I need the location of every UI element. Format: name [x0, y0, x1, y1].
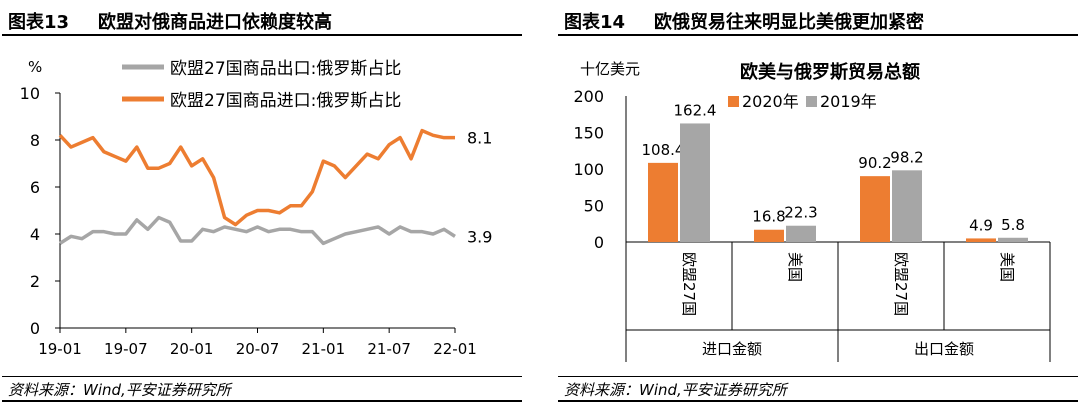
- bar-1-2: [754, 229, 784, 242]
- series-end-label-1: 3.9: [467, 227, 492, 246]
- legend-swatch-2: [806, 96, 817, 107]
- x-tick-label: 19-07: [104, 340, 148, 358]
- y-tick-label: 0: [30, 319, 40, 338]
- figure-13-source: 资料来源：Wind,平安证券研究所: [2, 376, 522, 402]
- data-label: 108.4: [642, 141, 685, 159]
- category-label: 美国: [786, 252, 804, 282]
- category-label: 欧盟27国: [680, 252, 698, 316]
- y-tick-label: 50: [584, 197, 604, 216]
- data-label: 5.8: [1001, 216, 1025, 234]
- data-label: 98.2: [890, 148, 923, 166]
- y-unit-label: %: [28, 58, 42, 76]
- y-tick-label: 6: [30, 178, 40, 197]
- series-end-label-2: 8.1: [467, 129, 492, 148]
- figure-14-number: 图表14: [564, 12, 626, 33]
- y-tick-label: 200: [573, 87, 604, 106]
- data-label: 16.8: [752, 208, 785, 226]
- x-tick-label: 20-01: [170, 340, 214, 358]
- category-label: 美国: [998, 252, 1016, 282]
- x-tick-label: 21-07: [367, 340, 411, 358]
- group-label: 出口金额: [914, 340, 974, 358]
- category-label: 欧盟27国: [892, 252, 910, 316]
- data-label: 22.3: [784, 204, 817, 222]
- figure-14-title: 欧俄贸易往来明显比美俄更加紧密: [654, 12, 924, 33]
- series-line-1: [59, 215, 456, 246]
- figure-13-header: 图表13 欧盟对俄商品进口依赖度较高: [2, 4, 522, 36]
- line-chart: % 0 2 4 6 8 10 19-01 19-07 20-01 20-07 21-01 21-07 22…: [20, 58, 493, 358]
- figure-13: 图表13 欧盟对俄商品进口依赖度较高 % 0 2 4 6 8 10 19-01 19-07 20-…: [2, 0, 522, 411]
- y-tick-label: 0: [594, 233, 604, 252]
- figure-13-number: 图表13: [8, 12, 70, 33]
- figure-14-source: 资料来源：Wind,平安证券研究所: [558, 376, 1078, 402]
- x-tick-label: 20-07: [236, 340, 280, 358]
- bar-2-2: [786, 225, 816, 242]
- x-tick-label: 19-01: [38, 340, 82, 358]
- data-label: 90.2: [858, 154, 891, 172]
- bar-1-4: [966, 238, 996, 242]
- legend-label-2: 2019年: [820, 92, 877, 111]
- y-tick-label: 150: [573, 124, 604, 143]
- bar-2-3: [892, 170, 922, 242]
- y-tick-label: 8: [30, 131, 40, 150]
- bar-2-4: [998, 237, 1028, 242]
- figure-14: 图表14 欧俄贸易往来明显比美俄更加紧密 十亿美元 欧美与俄罗斯贸易总额 0 50 10…: [558, 0, 1078, 411]
- data-label: 4.9: [969, 216, 993, 234]
- y-tick-label: 2: [30, 272, 40, 291]
- x-tick-label: 22-01: [433, 340, 477, 358]
- bar-2-1: [680, 123, 710, 242]
- series-line-2: [58, 128, 455, 227]
- x-tick-label: 21-01: [302, 340, 346, 358]
- legend-label-1: 欧盟27国商品出口:俄罗斯占比: [170, 59, 401, 79]
- y-unit-label: 十亿美元: [580, 60, 640, 78]
- group-label: 进口金额: [702, 340, 762, 358]
- legend-swatch-1: [728, 96, 739, 107]
- figure-14-header: 图表14 欧俄贸易往来明显比美俄更加紧密: [558, 4, 1078, 36]
- bar-1-1: [648, 162, 678, 242]
- legend-label-2: 欧盟27国商品进口:俄罗斯占比: [170, 91, 401, 111]
- figure-13-title: 欧盟对俄商品进口依赖度较高: [98, 12, 332, 33]
- y-tick-label: 4: [30, 225, 40, 244]
- y-tick-label: 100: [573, 160, 604, 179]
- bar-1-3: [860, 176, 890, 242]
- y-tick-label: 10: [20, 84, 40, 103]
- bar-chart: 十亿美元 欧美与俄罗斯贸易总额 0 50 100 150 200 108.4 16.8 90.2 4…: [573, 60, 1051, 362]
- legend-label-1: 2020年: [742, 92, 799, 111]
- chart-title: 欧美与俄罗斯贸易总额: [740, 61, 920, 83]
- data-label: 162.4: [674, 101, 717, 119]
